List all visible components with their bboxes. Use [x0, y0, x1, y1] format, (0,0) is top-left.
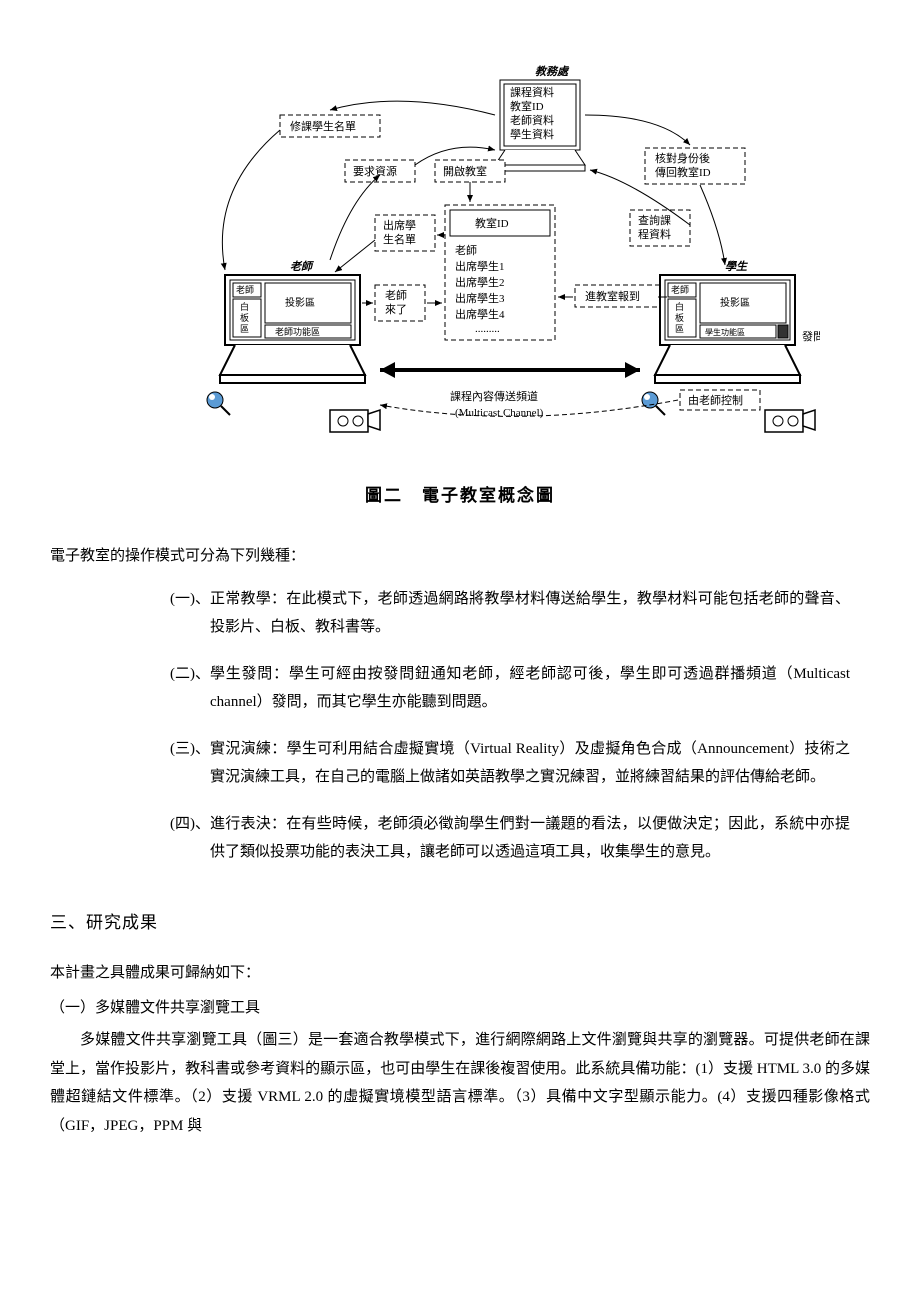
svg-text:板: 板 — [240, 312, 249, 323]
arrow — [330, 101, 495, 115]
svg-text:出席學生3: 出席學生3 — [455, 291, 505, 305]
arrow — [222, 130, 280, 270]
svg-text:出席學生2: 出席學生2 — [455, 275, 505, 289]
svg-text:要求資源: 要求資源 — [353, 164, 397, 178]
svg-text:(Multicast Channel): (Multicast Channel) — [455, 407, 544, 419]
mode-label: (三)、 — [170, 735, 210, 792]
svg-text:教室ID: 教室ID — [510, 99, 544, 113]
svg-text:老師資料: 老師資料 — [510, 113, 554, 127]
arrow — [335, 240, 375, 272]
student-computer: 學生 老師 白 板 區 投影區 學生功能區 — [655, 260, 800, 383]
mode-text: 正常教學：在此模式下，老師透過網路將教學材料傳送給學生，教學材料可能包括老師的聲… — [210, 585, 850, 642]
ask-button-label: 發問鈕 — [802, 329, 820, 343]
classroom-id-node: 教室ID 老師 出席學生1 出席學生2 出席學生3 出席學生4 ........… — [445, 205, 555, 340]
registry-title: 教務處 — [535, 65, 570, 78]
teacher-computer: 老師 老師 白 板 區 投影區 老師功能區 — [220, 260, 365, 383]
student-list-label: 修課學生名單 — [290, 119, 356, 133]
svg-text:白: 白 — [240, 301, 249, 312]
svg-text:程資料: 程資料 — [638, 227, 671, 241]
result-intro: 本計畫之具體成果可歸納如下： — [50, 959, 870, 988]
mode-label: (一)、 — [170, 585, 210, 642]
svg-text:區: 區 — [240, 324, 249, 334]
svg-text:出席學生4: 出席學生4 — [455, 307, 505, 321]
mode-label: (四)、 — [170, 810, 210, 867]
svg-text:學生功能區: 學生功能區 — [705, 327, 745, 337]
svg-text:核對身份後: 核對身份後 — [655, 151, 710, 165]
svg-text:板: 板 — [675, 312, 684, 323]
camera-icon — [330, 410, 380, 432]
camera-icon — [765, 410, 815, 432]
mode-text: 進行表決：在有些時候，老師須必徵詢學生們對一議題的看法，以便做決定；因此，系統中… — [210, 810, 850, 867]
arrow — [585, 115, 690, 145]
svg-text:老師: 老師 — [385, 289, 407, 302]
mode-item: (一)、 正常教學：在此模式下，老師透過網路將教學材料傳送給學生，教學材料可能包… — [170, 585, 850, 642]
svg-text:老師: 老師 — [236, 284, 254, 295]
mode-label: (二)、 — [170, 660, 210, 717]
mode-text: 學生發問：學生可經由按發問鈕通知老師，經老師認可後，學生即可透過群播頻道（Mul… — [210, 660, 850, 717]
svg-text:投影區: 投影區 — [285, 296, 315, 309]
svg-text:白: 白 — [675, 301, 684, 312]
svg-text:出席學: 出席學 — [383, 218, 416, 232]
arrow — [700, 185, 725, 265]
svg-text:出席學生1: 出席學生1 — [455, 259, 505, 273]
arrow — [330, 175, 380, 260]
svg-text:老師: 老師 — [455, 244, 477, 257]
result-paragraph: 多媒體文件共享瀏覽工具（圖三）是一套適合教學模式下，進行網際網路上文件瀏覽與共享… — [50, 1026, 870, 1140]
magnifier-icon — [207, 392, 230, 415]
svg-text:老師: 老師 — [671, 284, 689, 295]
svg-text:教室ID: 教室ID — [475, 216, 509, 230]
svg-text:課程內容傳送頻道: 課程內容傳送頻道 — [450, 389, 538, 403]
sub-heading: （一）多媒體文件共享瀏覽工具 — [50, 994, 870, 1023]
svg-text:.........: ......... — [475, 323, 500, 335]
svg-text:區: 區 — [675, 324, 684, 334]
mode-text: 實況演練：學生可利用結合虛擬實境（Virtual Reality）及虛擬角色合成… — [210, 735, 850, 792]
svg-text:學生: 學生 — [725, 260, 748, 273]
svg-text:課程資料: 課程資料 — [510, 85, 554, 99]
svg-text:學生資料: 學生資料 — [510, 127, 554, 141]
mode-item: (三)、 實況演練：學生可利用結合虛擬實境（Virtual Reality）及虛… — [170, 735, 850, 792]
svg-text:進教室報到: 進教室報到 — [585, 289, 640, 303]
svg-text:老師: 老師 — [290, 260, 314, 273]
section-heading: 三、研究成果 — [50, 907, 870, 939]
registry-node: 教務處 課程資料 教室ID 老師資料 學生資料 — [495, 65, 585, 171]
svg-text:傳回教室ID: 傳回教室ID — [655, 165, 711, 179]
concept-diagram: 教務處 課程資料 教室ID 老師資料 學生資料 修課學生名單 要求資源 開啟教室… — [100, 60, 820, 460]
svg-text:由老師控制: 由老師控制 — [688, 393, 743, 407]
svg-text:老師功能區: 老師功能區 — [275, 326, 320, 337]
modes-list: (一)、 正常教學：在此模式下，老師透過網路將教學材料傳送給學生，教學材料可能包… — [170, 585, 850, 867]
svg-text:投影區: 投影區 — [720, 296, 750, 309]
mode-item: (四)、 進行表決：在有些時候，老師須必徵詢學生們對一議題的看法，以便做決定；因… — [170, 810, 850, 867]
svg-text:生名單: 生名單 — [383, 232, 416, 246]
svg-text:開啟教室: 開啟教室 — [443, 164, 487, 178]
mode-item: (二)、 學生發問：學生可經由按發問鈕通知老師，經老師認可後，學生即可透過群播頻… — [170, 660, 850, 717]
magnifier-icon — [642, 392, 665, 415]
intro-text: 電子教室的操作模式可分為下列幾種： — [50, 542, 870, 571]
svg-text:來了: 來了 — [385, 303, 407, 316]
figure-caption: 圖二 電子教室概念圖 — [50, 480, 870, 512]
svg-text:查詢課: 查詢課 — [638, 213, 671, 227]
